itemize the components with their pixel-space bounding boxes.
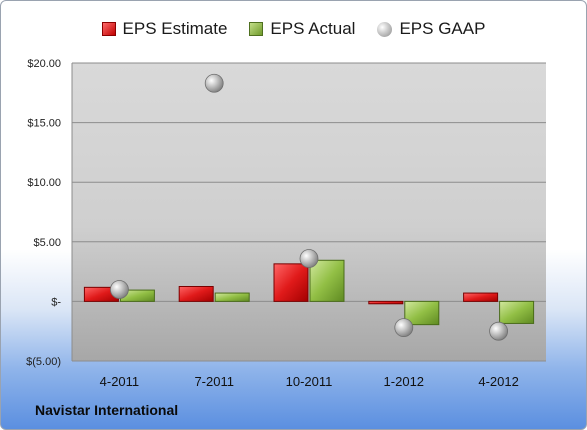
y-tick-label: $10.00 — [27, 177, 61, 189]
gaap-markers — [110, 73, 509, 341]
eps-gaap-point — [299, 249, 319, 268]
eps-actual-bar — [404, 300, 440, 326]
y-tick-label: $- — [51, 296, 61, 308]
actual-swatch-icon — [249, 22, 264, 36]
eps-gaap-point — [489, 321, 509, 341]
gaap-marker-icon — [377, 21, 393, 37]
bars — [83, 259, 535, 326]
eps-gaap-point — [204, 73, 224, 93]
x-axis-ticks: 4-2011 7-2011 10-2011 1-2012 4-2012 — [100, 374, 519, 389]
x-tick-label: 1-2012 — [384, 374, 424, 389]
legend-item-gaap[interactable]: EPS GAAP — [377, 19, 485, 39]
eps-actual-bar — [499, 300, 535, 324]
estimate-swatch-icon — [101, 22, 116, 36]
eps-actual-bar — [309, 259, 345, 302]
eps-estimate-bar — [273, 263, 309, 302]
y-axis-ticks: $20.00 $15.00 $10.00 $5.00 $- $(5.00) — [26, 58, 61, 368]
eps-gaap-point — [394, 318, 414, 338]
x-tick-label: 4-2012 — [478, 374, 518, 389]
eps-estimate-bar — [178, 286, 214, 302]
eps-estimate-bar — [368, 300, 404, 305]
y-tick-label: $15.00 — [27, 118, 61, 130]
eps-gaap-point — [110, 280, 129, 299]
legend: EPS Estimate EPS Actual EPS GAAP — [1, 15, 586, 43]
y-tick-label: $5.00 — [33, 237, 61, 249]
plot-area — [72, 63, 546, 361]
y-tick-label: $(5.00) — [26, 356, 61, 368]
legend-label-gaap: EPS GAAP — [399, 19, 486, 38]
company-name: Navistar International — [35, 402, 179, 418]
eps-actual-bar — [214, 292, 250, 302]
x-tick-label: 4-2011 — [100, 374, 140, 389]
legend-label-actual: EPS Actual — [270, 19, 356, 38]
legend-item-estimate[interactable]: EPS Estimate — [101, 19, 228, 39]
y-tick-label: $20.00 — [27, 58, 61, 70]
legend-item-actual[interactable]: EPS Actual — [249, 19, 355, 39]
eps-estimate-bar — [463, 292, 499, 302]
x-tick-label: 7-2011 — [194, 374, 234, 389]
legend-label-estimate: EPS Estimate — [122, 19, 228, 38]
x-tick-label: 10-2011 — [286, 374, 333, 389]
